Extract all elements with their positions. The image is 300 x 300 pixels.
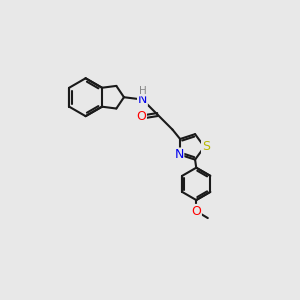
Text: H: H <box>139 86 147 96</box>
Text: N: N <box>138 93 147 106</box>
Text: N: N <box>174 148 184 161</box>
Text: S: S <box>202 140 210 153</box>
Text: O: O <box>191 205 201 218</box>
Text: O: O <box>136 110 146 123</box>
